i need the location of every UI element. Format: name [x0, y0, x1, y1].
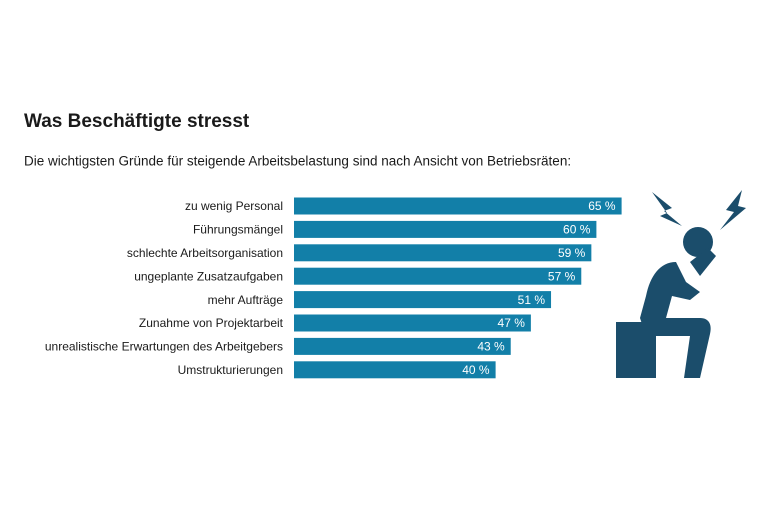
lightning-right: [720, 190, 746, 230]
value-label: 57 %: [548, 269, 576, 283]
bar: [294, 314, 531, 332]
chart-title: Was Beschäftigte stresst: [24, 111, 250, 132]
category-label: Führungsmängel: [193, 223, 283, 237]
value-label: 65 %: [588, 199, 616, 213]
value-label: 59 %: [558, 246, 586, 260]
stress-icon: [616, 190, 746, 378]
legs: [640, 318, 711, 378]
value-label: 40 %: [462, 363, 490, 377]
value-label: 51 %: [518, 293, 546, 307]
bar: [294, 337, 511, 355]
chart-subtitle: Die wichtigsten Gründe für steigende Arb…: [24, 154, 571, 169]
torso: [640, 262, 700, 318]
seat: [616, 322, 656, 378]
bar: [294, 267, 582, 285]
arm: [690, 248, 716, 276]
category-label: zu wenig Personal: [185, 199, 283, 213]
bar: [294, 244, 592, 262]
category-label: unrealistische Erwartungen des Arbeitgeb…: [45, 340, 283, 354]
bar: [294, 361, 496, 379]
category-label: ungeplante Zusatzaufgaben: [134, 269, 283, 283]
bar: [294, 197, 622, 215]
value-label: 47 %: [498, 316, 526, 330]
lightning-left: [652, 192, 682, 226]
head: [683, 227, 713, 257]
category-label: Umstrukturierungen: [178, 363, 283, 377]
category-label: Zunahme von Projektarbeit: [139, 316, 284, 330]
bar: [294, 291, 552, 309]
bar: [294, 220, 597, 238]
category-label: mehr Aufträge: [208, 293, 284, 307]
value-label: 43 %: [477, 340, 505, 354]
category-label: schlechte Arbeitsorganisation: [127, 246, 283, 260]
value-label: 60 %: [563, 223, 591, 237]
